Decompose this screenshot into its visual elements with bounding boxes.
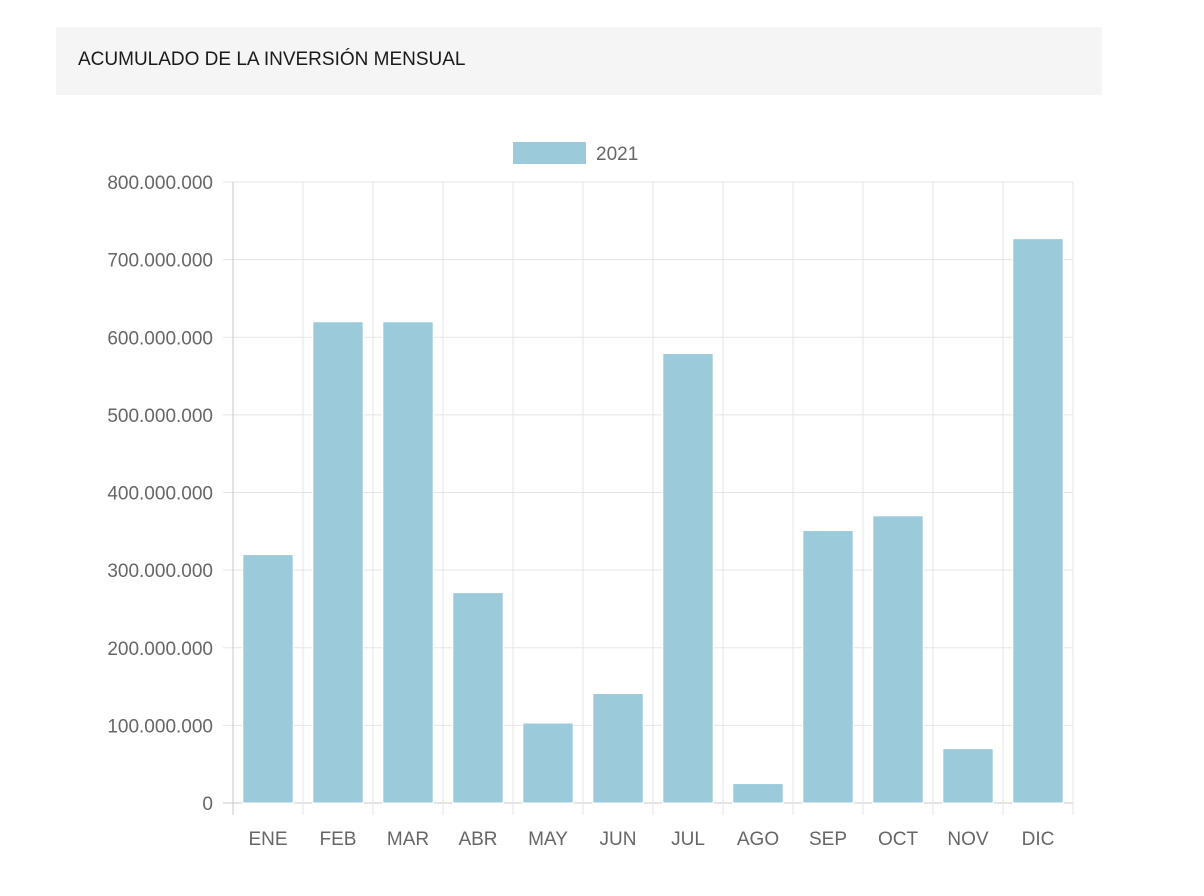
legend[interactable]: 2021 — [513, 142, 638, 165]
bar-ene[interactable] — [242, 554, 294, 804]
x-tick-label: ABR — [458, 829, 497, 850]
bar-jun[interactable] — [592, 693, 644, 804]
panel-header: ACUMULADO DE LA INVERSIÓN MENSUAL — [56, 27, 1102, 95]
y-tick-label: 100.000.000 — [107, 716, 213, 737]
bar-mar[interactable] — [382, 321, 434, 804]
x-tick-label: ENE — [248, 829, 287, 850]
x-tick-label: FEB — [320, 829, 357, 850]
y-tick-label: 300.000.000 — [107, 561, 213, 582]
bar-feb[interactable] — [312, 321, 364, 804]
y-tick-label: 800.000.000 — [107, 173, 213, 194]
bar-may[interactable] — [522, 722, 574, 804]
bars — [242, 238, 1064, 804]
y-tick-label: 700.000.000 — [107, 251, 213, 272]
x-tick-label: AGO — [737, 829, 779, 850]
x-tick-label: NOV — [947, 829, 989, 850]
x-tick-label: OCT — [878, 829, 919, 850]
legend-label[interactable]: 2021 — [596, 144, 638, 165]
bar-dic[interactable] — [1012, 238, 1064, 804]
x-tick-label: DIC — [1022, 829, 1055, 850]
bar-nov[interactable] — [942, 748, 994, 804]
bar-jul[interactable] — [662, 353, 714, 804]
x-tick-label: JUN — [600, 829, 637, 850]
y-tick-label: 500.000.000 — [107, 406, 213, 427]
grid-lines — [223, 181, 1074, 815]
x-axis: ENE FEB MAR ABR MAY JUN JUL AGO SEP OCT NOV DIC — [248, 829, 1054, 850]
x-tick-label: MAR — [387, 829, 429, 850]
y-tick-label: 600.000.000 — [107, 328, 213, 349]
x-tick-label: SEP — [809, 829, 847, 850]
legend-swatch[interactable] — [513, 142, 586, 164]
bar-ago[interactable] — [732, 783, 784, 804]
x-tick-label: MAY — [528, 829, 568, 850]
panel-title: ACUMULADO DE LA INVERSIÓN MENSUAL — [78, 49, 466, 70]
bar-abr[interactable] — [452, 592, 504, 804]
y-tick-label: 200.000.000 — [107, 639, 213, 660]
x-tick-label: JUL — [671, 829, 705, 850]
y-axis: 0 100.000.000 200.000.000 300.000.000 400.00… — [107, 173, 213, 815]
bar-oct[interactable] — [872, 515, 924, 804]
y-tick-label: 400.000.000 — [107, 484, 213, 505]
y-tick-label: 0 — [202, 794, 213, 815]
bar-sep[interactable] — [802, 530, 854, 804]
